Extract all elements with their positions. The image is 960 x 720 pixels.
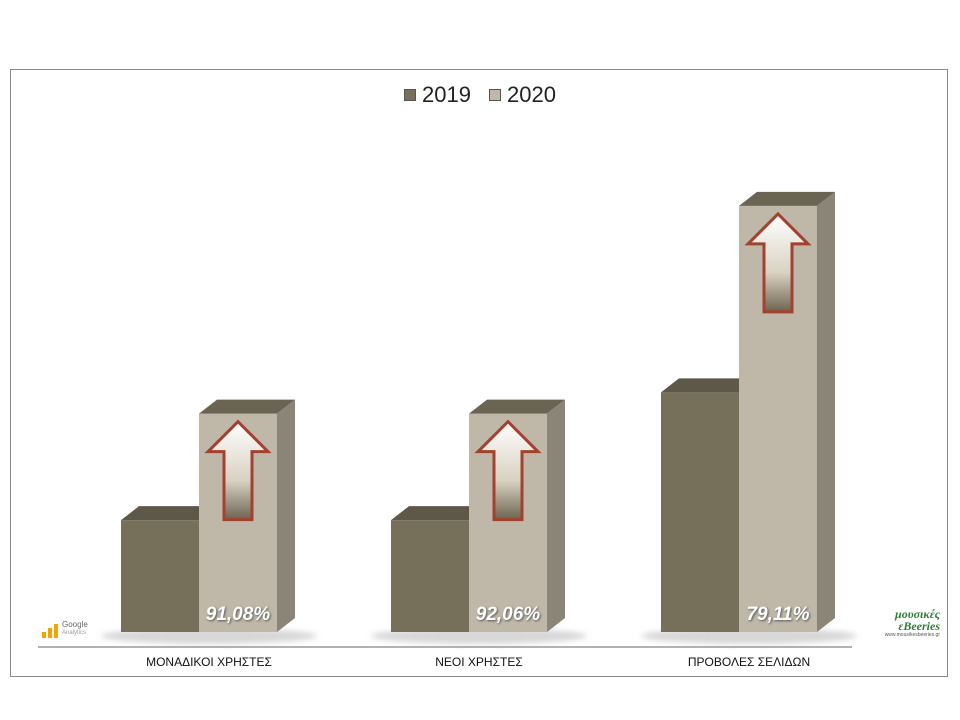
- brand-url: www.mousikesbeeries.gr: [884, 632, 940, 638]
- bar-2020-new-users-side: [547, 399, 565, 632]
- category-label-page-views: ΠΡΟΒΟΛΕΣ ΣΕΛΙΔΩΝ: [687, 655, 811, 669]
- legend-label-2020: 2020: [507, 82, 556, 107]
- google-analytics-logo: Google Analytics: [42, 620, 88, 638]
- bar-2019-new-users: [391, 520, 469, 632]
- brand-name-line2: εBeeries: [898, 619, 940, 633]
- bar-2020-unique-users-side: [277, 399, 295, 632]
- up-arrow-icon-new-users: [474, 419, 542, 522]
- legend-item-2019: 2019: [404, 82, 471, 108]
- growth-label-page-views: 79,11%: [746, 604, 810, 625]
- ga-logo-text: Google: [62, 620, 88, 629]
- bar-2020-unique-users-top: [199, 399, 295, 414]
- bar-2019-unique-users-top: [121, 506, 217, 521]
- bar-2019-page-views-top: [661, 378, 757, 393]
- ga-bars-icon: [42, 624, 58, 638]
- bar-2019-page-views: [661, 392, 739, 632]
- growth-label-new-users: 92,06%: [475, 604, 541, 625]
- bar-2020-page-views-side: [817, 191, 835, 633]
- brand-name-line1: μουσικές: [895, 607, 940, 621]
- legend-swatch-2019: [404, 89, 417, 101]
- up-arrow-icon-page-views: [744, 211, 812, 314]
- bar-2020-new-users-top: [469, 399, 565, 414]
- legend-label-2019: 2019: [422, 82, 471, 107]
- ga-logo-subtext: Analytics: [62, 630, 87, 636]
- category-label-unique-users: ΜΟΝΑΔΙΚΟΙ ΧΡΗΣΤΕΣ: [146, 655, 272, 669]
- up-arrow-icon-unique-users: [204, 419, 272, 522]
- legend-swatch-2020: [489, 89, 501, 101]
- legend: 2019 2020: [0, 82, 960, 108]
- bar-2020-page-views-top: [739, 191, 835, 206]
- growth-label-unique-users: 91,08%: [205, 604, 271, 625]
- legend-item-2020: 2020: [489, 82, 556, 108]
- mousikes-eveeries-logo: μουσικές εBeeries www.mousikesbeeries.gr: [870, 608, 940, 638]
- bar-2019-new-users-top: [391, 506, 487, 521]
- bar-2019-unique-users: [121, 520, 199, 632]
- category-label-new-users: ΝΕΟΙ ΧΡΗΣΤΕΣ: [435, 655, 523, 669]
